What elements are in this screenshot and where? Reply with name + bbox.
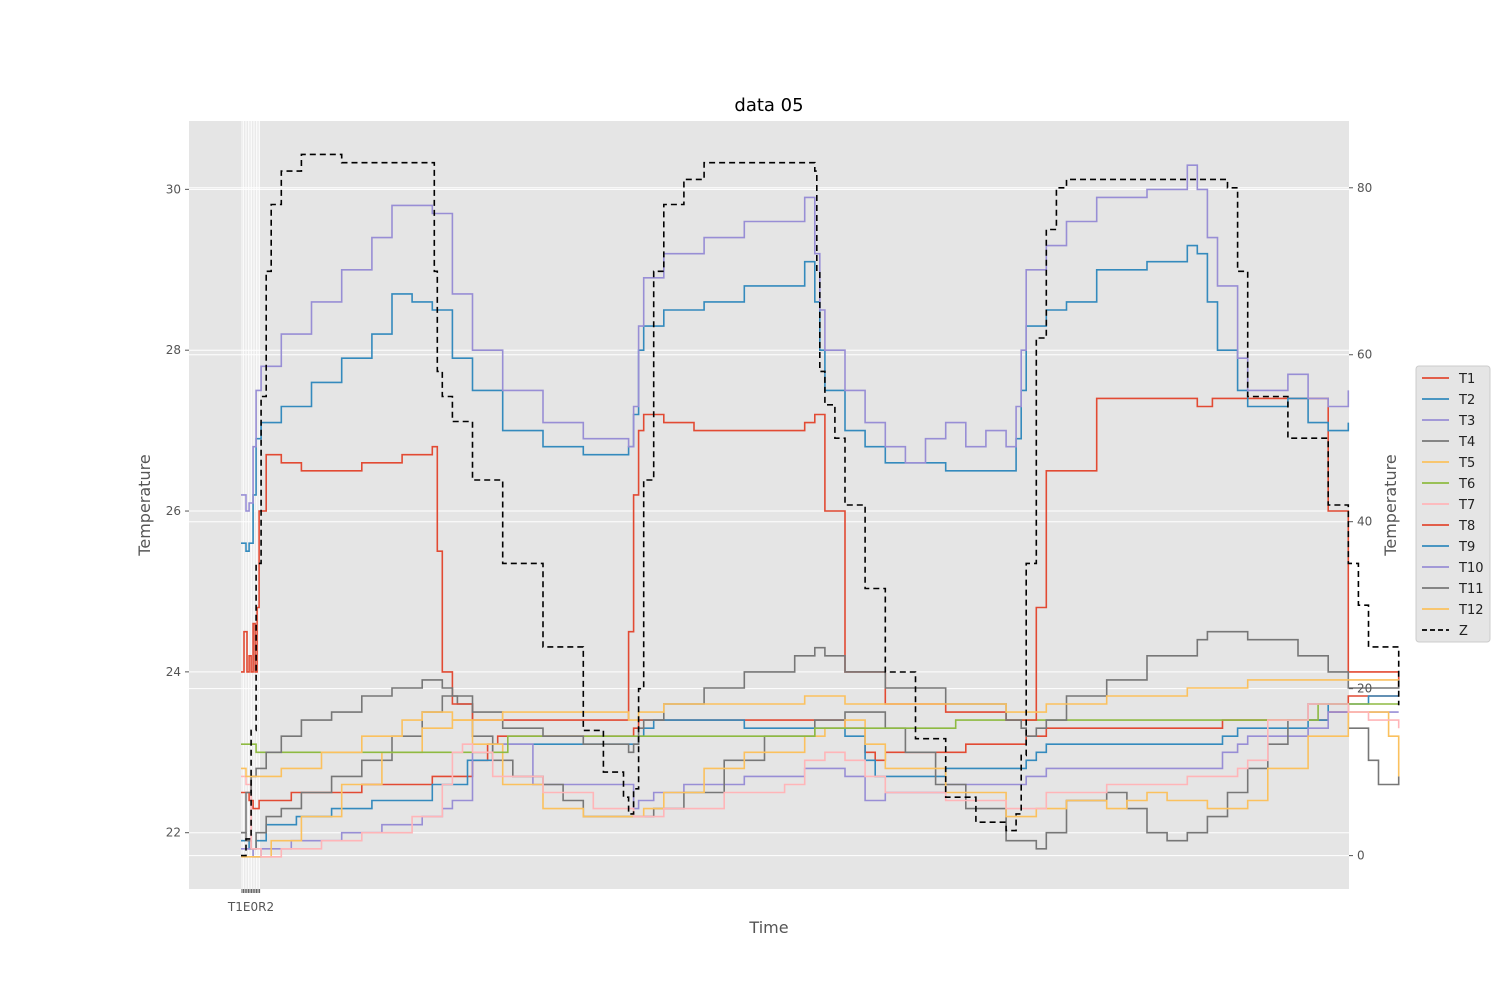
legend-label-z: Z: [1459, 624, 1468, 639]
right-tick-label: 80: [1357, 181, 1372, 195]
series-line-t10: [241, 164, 1350, 512]
series-line-t9: [241, 244, 1350, 552]
right-tick-label: 0: [1357, 849, 1365, 863]
right-tick-label: 60: [1357, 348, 1372, 362]
series-line-t12: [241, 679, 1399, 778]
legend: T1 T2 T3 T4 T5 T6 T7 T8 T9 T10 T11 T12 Z: [1415, 365, 1491, 643]
legend-label-t9: T9: [1458, 540, 1475, 555]
legend-label-t8: T8: [1458, 519, 1475, 534]
legend-label-t12: T12: [1458, 603, 1483, 618]
left-y-axis-label: Temperature: [135, 454, 154, 556]
legend-label-t10: T10: [1458, 561, 1483, 576]
plot-background: [189, 121, 1349, 889]
legend-label-t1: T1: [1458, 372, 1475, 387]
legend-label-t4: T4: [1458, 435, 1475, 450]
chart-title: data 05: [734, 95, 803, 116]
left-tick-label: 24: [166, 665, 181, 679]
series-line-t11: [241, 630, 1400, 834]
legend-label-t6: T6: [1458, 477, 1475, 492]
left-y-axis: 22 24 26 28 30: [166, 182, 189, 840]
series-line-t6: [241, 703, 1399, 754]
legend-label-t2: T2: [1458, 393, 1475, 408]
right-y-axis: 0 20 40 60 80: [1349, 181, 1372, 863]
legend-box: [1415, 365, 1491, 643]
right-tick-label: 20: [1357, 682, 1372, 696]
left-tick-label: 28: [166, 343, 181, 357]
legend-label-t3: T3: [1458, 414, 1475, 429]
series-line-z: [241, 153, 1400, 857]
x-axis-label: Time: [748, 918, 788, 937]
left-tick-label: 26: [166, 504, 181, 518]
legend-label-t7: T7: [1458, 498, 1475, 513]
right-y-axis-label: Temperature: [1381, 454, 1400, 556]
legend-label-t11: T11: [1458, 582, 1483, 597]
right-tick-label: 40: [1357, 515, 1372, 529]
left-tick-label: 30: [166, 182, 181, 196]
x-tick-labels-overlapped: T1E0R2: [227, 900, 274, 914]
series-lines: [241, 153, 1400, 858]
series-line-t7: [241, 703, 1400, 858]
x-axis: T1E0R2: [227, 889, 274, 914]
legend-label-t5: T5: [1458, 456, 1475, 471]
left-tick-label: 22: [166, 826, 181, 840]
series-line-t8: [241, 397, 1400, 721]
